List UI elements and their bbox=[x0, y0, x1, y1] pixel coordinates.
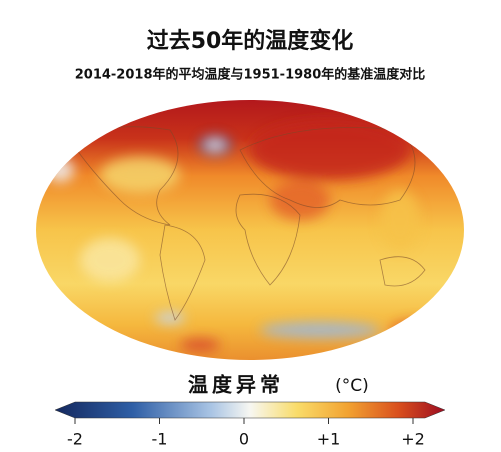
tick-label: +2 bbox=[401, 430, 425, 449]
tick-label: +1 bbox=[317, 430, 341, 449]
tick-label: -2 bbox=[67, 430, 83, 449]
world-map bbox=[36, 100, 464, 360]
tick-label: -1 bbox=[152, 430, 168, 449]
subtitle: 2014-2018年的平均温度与1951-1980年的基准温度对比 bbox=[75, 67, 426, 83]
title: 过去50年的温度变化 bbox=[147, 28, 354, 54]
colorbar-title: 温度异常 bbox=[188, 373, 284, 397]
tick-label: 0 bbox=[239, 430, 249, 449]
colorbar-ticks: -2 -1 0 +1 +2 bbox=[67, 418, 425, 449]
colorbar-unit: (°C) bbox=[335, 376, 369, 396]
colorbar bbox=[54, 401, 446, 419]
